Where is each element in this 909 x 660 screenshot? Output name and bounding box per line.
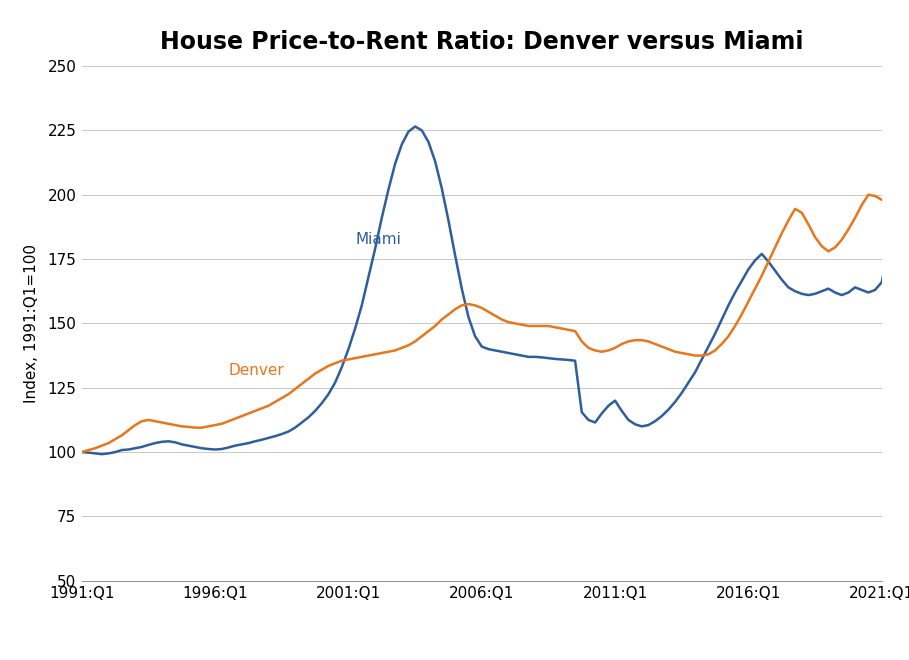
Text: of: of (135, 636, 147, 648)
Y-axis label: Index, 1991:Q1=100: Index, 1991:Q1=100 (24, 244, 39, 403)
Text: Federal Reserve Bank: Federal Reserve Bank (11, 636, 160, 648)
Text: Denver: Denver (228, 363, 285, 378)
Text: St. Louis: St. Louis (150, 636, 206, 648)
Title: House Price-to-Rent Ratio: Denver versus Miami: House Price-to-Rent Ratio: Denver versus… (160, 30, 804, 54)
Text: Miami: Miami (355, 232, 401, 247)
